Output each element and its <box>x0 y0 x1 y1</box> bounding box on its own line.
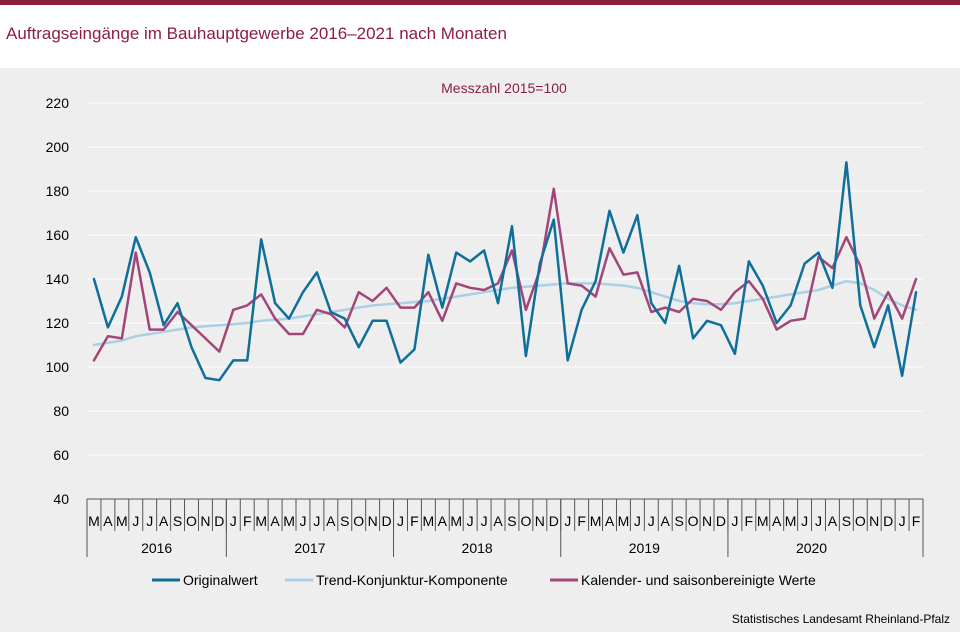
month-label: M <box>618 513 630 529</box>
y-tick-label: 40 <box>53 491 69 507</box>
month-label: F <box>243 513 252 529</box>
month-label: M <box>590 513 602 529</box>
month-label: O <box>855 513 866 529</box>
chart-subtitle: Messzahl 2015=100 <box>441 80 567 96</box>
month-label: S <box>340 513 349 529</box>
month-label: N <box>535 513 545 529</box>
month-label: J <box>230 513 237 529</box>
year-label: 2019 <box>629 540 660 556</box>
month-label: O <box>688 513 699 529</box>
month-label: D <box>716 513 726 529</box>
month-label: J <box>899 513 906 529</box>
source-note: Statistisches Landesamt Rheinland-Pfalz <box>731 612 950 626</box>
y-tick-label: 60 <box>53 447 69 463</box>
month-label: N <box>702 513 712 529</box>
month-label: A <box>661 513 671 529</box>
month-label: J <box>313 513 320 529</box>
month-label: O <box>186 513 197 529</box>
year-label: 2018 <box>462 540 493 556</box>
month-label: J <box>397 513 404 529</box>
month-label: A <box>772 513 782 529</box>
month-label: A <box>103 513 113 529</box>
month-label: A <box>438 513 448 529</box>
month-label: N <box>368 513 378 529</box>
month-label: N <box>200 513 210 529</box>
month-label: O <box>353 513 364 529</box>
top-accent-bar <box>0 0 960 5</box>
month-label: J <box>132 513 139 529</box>
month-label: F <box>410 513 419 529</box>
y-tick-label: 160 <box>46 227 70 243</box>
y-tick-label: 120 <box>46 315 70 331</box>
month-label: J <box>731 513 738 529</box>
y-tick-label: 140 <box>46 271 70 287</box>
month-label: F <box>745 513 754 529</box>
month-label: J <box>815 513 822 529</box>
month-label: J <box>564 513 571 529</box>
month-label: D <box>883 513 893 529</box>
month-label: D <box>382 513 392 529</box>
month-label: J <box>801 513 808 529</box>
year-label: 2020 <box>796 540 827 556</box>
month-label: J <box>481 513 488 529</box>
month-label: A <box>159 513 169 529</box>
month-label: M <box>255 513 267 529</box>
legend-label: Kalender- und saisonbereinigte Werte <box>581 572 816 588</box>
month-label: M <box>785 513 797 529</box>
series-line-1 <box>92 279 918 347</box>
y-tick-label: 200 <box>46 139 70 155</box>
month-label: J <box>634 513 641 529</box>
month-label: J <box>648 513 655 529</box>
month-label: M <box>88 513 100 529</box>
month-label: D <box>214 513 224 529</box>
month-label: S <box>842 513 851 529</box>
month-label: S <box>173 513 182 529</box>
month-label: A <box>326 513 336 529</box>
month-label: A <box>270 513 280 529</box>
month-label: M <box>283 513 295 529</box>
year-label: 2017 <box>294 540 325 556</box>
month-label: J <box>299 513 306 529</box>
month-label: N <box>869 513 879 529</box>
month-label: M <box>423 513 435 529</box>
series-line-0 <box>92 161 918 382</box>
month-label: F <box>577 513 586 529</box>
month-label: S <box>674 513 683 529</box>
month-label: D <box>549 513 559 529</box>
year-label: 2016 <box>141 540 172 556</box>
month-label: M <box>450 513 462 529</box>
month-label: J <box>467 513 474 529</box>
series-line-2 <box>92 187 918 362</box>
chart-panel <box>0 68 960 632</box>
y-tick-label: 180 <box>46 183 70 199</box>
y-tick-label: 100 <box>46 359 70 375</box>
month-label: A <box>605 513 615 529</box>
month-label: J <box>146 513 153 529</box>
y-tick-label: 80 <box>53 403 69 419</box>
page-title: Auftragseingänge im Bauhauptgewerbe 2016… <box>6 24 507 43</box>
month-label: O <box>520 513 531 529</box>
month-label: A <box>828 513 838 529</box>
month-label: F <box>912 513 921 529</box>
month-label: S <box>507 513 516 529</box>
month-label: M <box>116 513 128 529</box>
month-label: A <box>493 513 503 529</box>
y-tick-label: 220 <box>46 95 70 111</box>
month-label: M <box>757 513 769 529</box>
legend-label: Originalwert <box>183 572 258 588</box>
legend-label: Trend-Konjunktur-Komponente <box>316 572 508 588</box>
